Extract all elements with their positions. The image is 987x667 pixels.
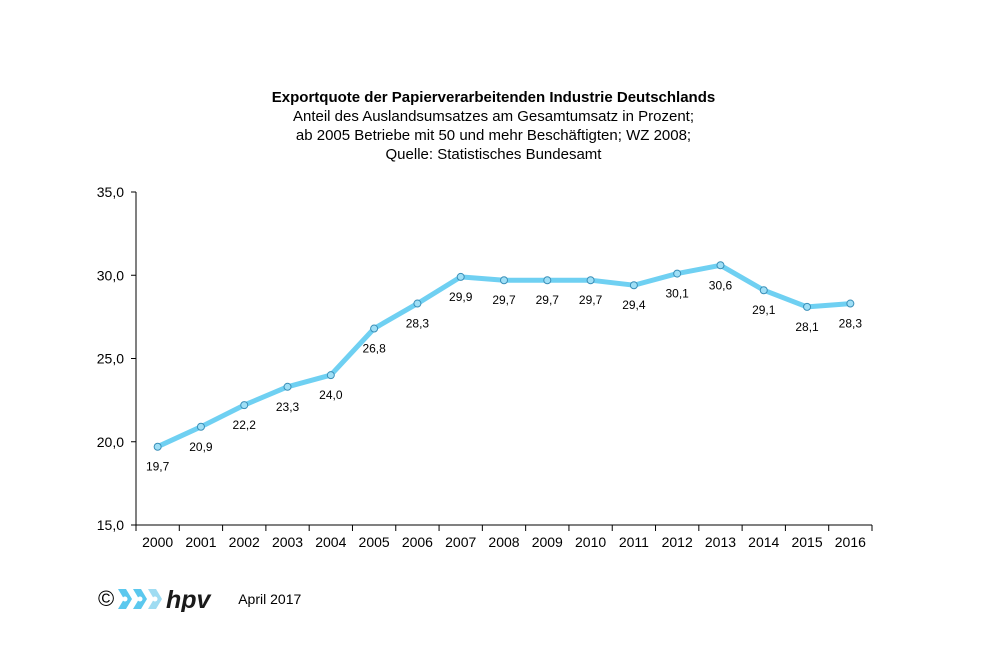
logo-text: hpv bbox=[166, 586, 213, 612]
y-tick-label: 25,0 bbox=[97, 351, 124, 367]
x-tick-label: 2012 bbox=[662, 534, 693, 550]
x-tick-label: 2006 bbox=[402, 534, 433, 550]
data-point bbox=[413, 299, 422, 308]
hpv-logo: hpv bbox=[118, 586, 213, 612]
chart-title: Exportquote der Papierverarbeitenden Ind… bbox=[271, 89, 716, 106]
y-tick-label: 35,0 bbox=[97, 184, 124, 200]
data-label: 28,1 bbox=[795, 320, 819, 334]
data-label: 28,3 bbox=[406, 317, 430, 331]
data-point bbox=[673, 269, 682, 278]
chart-axes: 15,0 20,0 25,0 30,0 35,0 2000 2001 2002 2003 2004… bbox=[97, 184, 873, 550]
data-point bbox=[283, 382, 292, 391]
x-tick-label: 2008 bbox=[488, 534, 519, 550]
x-tick-label: 2015 bbox=[791, 534, 822, 550]
data-label: 30,6 bbox=[709, 278, 733, 292]
data-point bbox=[500, 276, 508, 285]
data-label: 29,7 bbox=[579, 293, 603, 307]
data-point bbox=[543, 276, 552, 285]
x-tick-label: 2002 bbox=[229, 534, 260, 550]
x-tick-label: 2005 bbox=[359, 534, 390, 550]
x-tick-label: 2014 bbox=[748, 534, 779, 550]
x-tick-label: 2011 bbox=[619, 534, 649, 550]
chart-subtitle-line-3: Quelle: Statistisches Bundesamt bbox=[385, 146, 602, 163]
x-tick-label: 2007 bbox=[445, 534, 476, 550]
data-label: 23,3 bbox=[276, 400, 300, 414]
x-tick-label: 2001 bbox=[185, 534, 216, 550]
x-tick-label: 2009 bbox=[532, 534, 563, 550]
y-tick-label: 20,0 bbox=[97, 434, 124, 450]
x-tick-label: 2004 bbox=[315, 534, 346, 550]
data-point bbox=[586, 276, 595, 285]
chart-subtitle-line-2: ab 2005 Betriebe mit 50 und mehr Beschäf… bbox=[295, 127, 692, 144]
data-point bbox=[326, 371, 335, 380]
x-tick-label: 2003 bbox=[272, 534, 303, 550]
data-point bbox=[629, 281, 638, 290]
data-point bbox=[196, 422, 205, 431]
data-label: 22,2 bbox=[233, 418, 257, 432]
data-label: 24,0 bbox=[319, 388, 343, 402]
data-label: 30,1 bbox=[665, 287, 689, 301]
x-tick-label: 2016 bbox=[835, 534, 866, 550]
data-point bbox=[803, 302, 812, 311]
x-tick-label: 2010 bbox=[575, 534, 606, 550]
data-label: 26,8 bbox=[362, 342, 386, 356]
data-point bbox=[240, 401, 249, 410]
data-point bbox=[716, 261, 725, 270]
x-tick-label: 2000 bbox=[142, 534, 173, 550]
data-point bbox=[153, 442, 162, 451]
data-label: 29,9 bbox=[449, 290, 473, 304]
y-tick-label: 15,0 bbox=[97, 517, 124, 533]
data-label: 19,7 bbox=[146, 460, 170, 474]
footer-date: April 2017 bbox=[238, 591, 302, 607]
chart-title-block: Exportquote der Papierverarbeitenden Ind… bbox=[0, 88, 987, 164]
logo-chevrons-icon bbox=[118, 589, 163, 609]
y-tick-label: 30,0 bbox=[97, 267, 124, 283]
data-point bbox=[456, 272, 465, 281]
x-tick-label: 2013 bbox=[705, 534, 736, 550]
data-point bbox=[370, 324, 379, 333]
data-label: 29,7 bbox=[492, 293, 516, 307]
data-label: 29,4 bbox=[622, 298, 646, 312]
chart-series: 19,7 20,9 22,2 23,3 24,0 26,8 28,3 29,9 29,7 29,7… bbox=[146, 261, 863, 474]
data-label: 28,3 bbox=[839, 317, 863, 331]
footer: © hpv April 2017 bbox=[98, 586, 301, 612]
data-point bbox=[759, 286, 768, 295]
data-label: 29,1 bbox=[752, 303, 776, 317]
chart-subtitle-line-1: Anteil des Auslandsumsatzes am Gesamtums… bbox=[292, 108, 694, 125]
data-point bbox=[846, 299, 855, 308]
data-label: 20,9 bbox=[189, 440, 213, 454]
data-label: 29,7 bbox=[536, 293, 560, 307]
copyright-symbol: © bbox=[98, 586, 115, 611]
